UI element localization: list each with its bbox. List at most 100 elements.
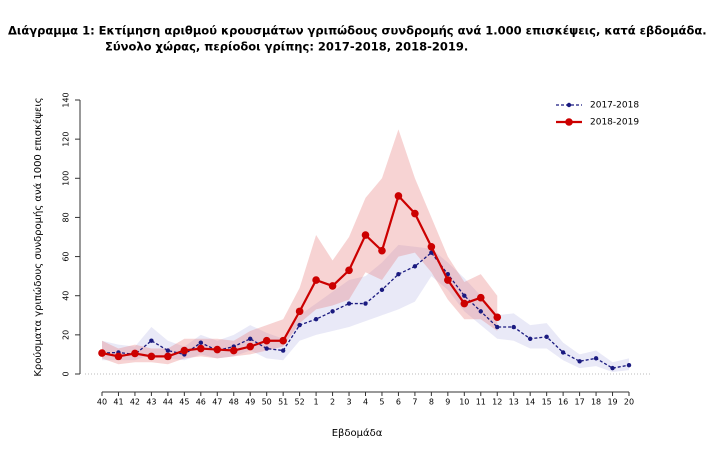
x-tick-label: 12 (492, 398, 502, 407)
data-point (429, 250, 434, 255)
x-tick-label: 48 (229, 398, 239, 407)
data-point (198, 340, 204, 345)
data-point (412, 264, 418, 269)
y-tick-label: 60 (62, 251, 71, 261)
data-point (147, 352, 156, 361)
confidence-band (102, 244, 629, 373)
x-tick-label: 11 (476, 398, 486, 407)
x-tick-label: 8 (429, 398, 434, 407)
data-point (427, 242, 436, 251)
y-tick-label: 40 (62, 291, 71, 301)
data-point (544, 334, 549, 340)
y-tick-label: 100 (62, 171, 71, 186)
data-point (394, 192, 403, 200)
legend-label: 2017-2018 (590, 101, 639, 111)
x-tick-label: 46 (196, 398, 206, 407)
x-axis-label: Εβδομάδα (332, 427, 383, 439)
y-tick-label: 80 (62, 212, 71, 222)
data-point (363, 301, 368, 306)
data-point (180, 346, 189, 355)
data-point (593, 356, 599, 361)
legend-label: 2018-2019 (590, 118, 639, 128)
data-point (378, 246, 386, 255)
y-tick-label: 0 (62, 371, 71, 376)
data-point (445, 271, 451, 277)
x-tick-label: 16 (558, 398, 568, 407)
x-tick-label: 52 (295, 398, 305, 407)
data-point (626, 362, 632, 368)
data-point (330, 309, 335, 314)
x-tick-label: 5 (379, 398, 384, 407)
data-point (262, 336, 271, 345)
x-tick-label: 20 (624, 398, 634, 407)
y-tick-label: 120 (62, 132, 71, 147)
data-point (248, 336, 253, 341)
data-point (460, 299, 469, 308)
x-tick-label: 51 (278, 398, 288, 407)
data-point (345, 266, 353, 275)
x-tick-label: 50 (262, 398, 272, 407)
data-point (264, 346, 269, 351)
x-tick-label: 15 (542, 398, 552, 407)
data-point (131, 349, 139, 358)
x-tick-label: 6 (396, 398, 401, 407)
data-point (328, 282, 337, 290)
data-point (295, 307, 304, 316)
data-point (246, 342, 255, 351)
x-tick-label: 4 (363, 398, 368, 407)
x-tick-label: 2 (330, 398, 335, 407)
y-axis-label: Κρούσματα γριπώδους συνδρομής ανά 1000 ε… (32, 97, 44, 376)
data-point (560, 350, 566, 355)
data-point (495, 324, 500, 330)
data-point (462, 293, 467, 298)
data-point (478, 309, 483, 314)
data-point (361, 231, 370, 239)
x-tick-label: 47 (212, 398, 222, 407)
data-point (280, 348, 286, 353)
data-point (444, 276, 452, 284)
confidence-band (102, 129, 498, 365)
data-point (164, 352, 172, 361)
data-point (114, 352, 123, 361)
data-point (312, 276, 320, 284)
x-tick-label: 40 (97, 398, 107, 407)
legend-marker (565, 118, 573, 126)
x-tick-label: 13 (509, 398, 519, 407)
data-point (396, 271, 401, 277)
x-tick-label: 9 (445, 398, 450, 407)
data-point (610, 365, 615, 371)
x-tick-label: 42 (130, 398, 140, 407)
data-point (493, 313, 502, 322)
data-point (98, 349, 106, 357)
x-tick-label: 41 (113, 398, 123, 407)
x-tick-label: 1 (314, 398, 319, 407)
x-tick-label: 44 (163, 398, 173, 407)
data-point (149, 338, 154, 343)
data-point (213, 345, 222, 354)
y-tick-label: 20 (62, 330, 71, 340)
chart-subtitle: Σύνολο χώρας, περίοδοι γρίπης: 2017-2018… (105, 40, 468, 54)
x-tick-label: 17 (575, 398, 585, 407)
data-point (197, 344, 205, 353)
x-tick-label: 18 (591, 398, 601, 407)
x-tick-label: 7 (412, 398, 417, 407)
x-tick-label: 45 (179, 398, 189, 407)
y-tick-label: 140 (62, 92, 71, 107)
data-point (279, 336, 287, 345)
data-point (297, 322, 302, 328)
chart-title: Διάγραμμα 1: Εκτίμηση αριθμού κρουσμάτων… (8, 24, 707, 38)
x-tick-label: 3 (346, 398, 351, 407)
x-tick-label: 49 (245, 398, 255, 407)
data-point (313, 317, 319, 322)
data-point (346, 301, 352, 306)
data-point (229, 346, 238, 355)
x-tick-label: 19 (607, 398, 617, 407)
data-point (379, 287, 385, 293)
data-point (411, 209, 419, 218)
data-point (476, 293, 485, 302)
data-point (577, 359, 582, 364)
x-tick-label: 10 (459, 398, 469, 407)
data-point (511, 324, 516, 330)
data-point (527, 336, 533, 341)
